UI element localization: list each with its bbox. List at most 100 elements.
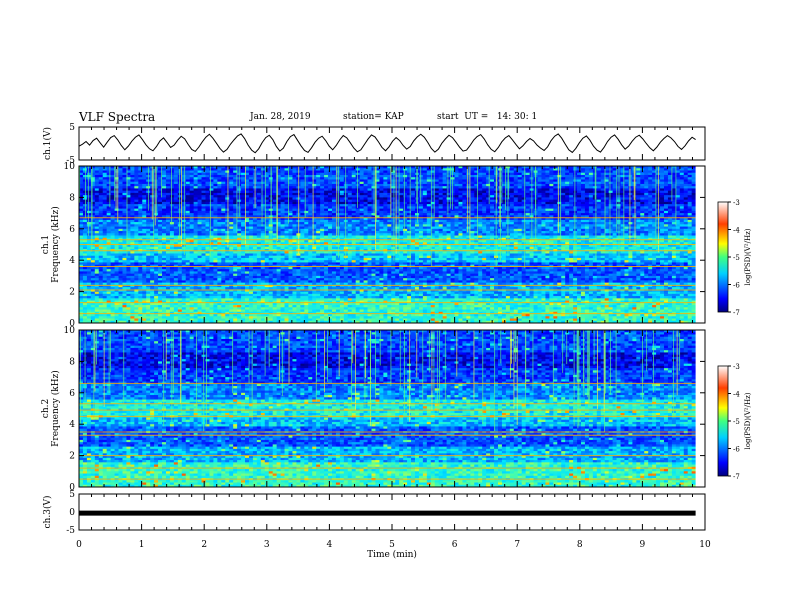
sp1-cell	[692, 224, 696, 227]
sp1-cell	[668, 224, 672, 227]
sp1-cell	[340, 184, 344, 187]
sp1-cell	[99, 231, 103, 234]
sp1-cell	[107, 224, 111, 227]
sp1-cell	[518, 168, 522, 171]
sp1-cell	[320, 168, 324, 171]
sp1-cell	[170, 193, 174, 196]
sp1-cell	[83, 200, 87, 203]
sp1-cell	[648, 224, 652, 227]
sp1-cell	[644, 177, 648, 180]
sp1-cell	[158, 200, 162, 203]
sp1-cell	[411, 168, 415, 171]
sp1-cell	[688, 168, 692, 171]
sp1-cell	[368, 184, 372, 187]
sp1-cell	[569, 200, 573, 203]
sp1-cell	[640, 177, 644, 180]
sp1-cell	[577, 177, 581, 180]
sp1-cell	[352, 193, 356, 196]
sp1-cell	[217, 209, 221, 212]
sp1-cell	[439, 231, 443, 234]
sp1-cell	[609, 209, 613, 212]
sp1-cell	[134, 200, 138, 203]
sp1-cell	[87, 231, 91, 234]
sp1-cell	[281, 177, 285, 180]
sp1-cell	[174, 184, 178, 187]
sp1-cell	[221, 231, 225, 234]
sp1-cell	[364, 209, 368, 212]
sp1-cell	[407, 184, 411, 187]
sp1-cell	[636, 193, 640, 196]
sp1-cell	[628, 224, 632, 227]
sp1-cell	[107, 193, 111, 196]
sp1-cell	[581, 209, 585, 212]
sp1-cell	[194, 200, 198, 203]
sp1-cell	[217, 184, 221, 187]
sp1-cell	[518, 224, 522, 227]
sp1-cell	[676, 224, 680, 227]
sp1-cell	[609, 177, 613, 180]
sp1-cell	[379, 168, 383, 171]
sp1-cell	[522, 168, 526, 171]
sp1-cell	[229, 193, 233, 196]
sp1-cell	[115, 231, 119, 234]
sp1-cell	[217, 193, 221, 196]
sp1-cell	[518, 200, 522, 203]
sp1-cell	[439, 193, 443, 196]
sp1-cell	[692, 177, 696, 180]
sp1-cell	[664, 193, 668, 196]
sp1-cell	[443, 184, 447, 187]
sp1-cell	[427, 231, 431, 234]
sp1-cell	[482, 224, 486, 227]
sp1-cell	[522, 177, 526, 180]
sp1-cell	[490, 209, 494, 212]
sp1-cell	[324, 177, 328, 180]
sp1-cell	[692, 209, 696, 212]
sp1-cell	[348, 177, 352, 180]
sp1-cell	[624, 231, 628, 234]
sp1-cell	[320, 184, 324, 187]
sp1-cell	[609, 200, 613, 203]
sp1-cell	[190, 231, 194, 234]
sp1-cell	[624, 184, 628, 187]
sp1-cell	[221, 209, 225, 212]
sp1-cell	[538, 224, 542, 227]
sp1-cell	[439, 184, 443, 187]
sp1-cell	[518, 231, 522, 234]
sp1-cell	[565, 209, 569, 212]
sp1-cell	[518, 184, 522, 187]
sp1-cell	[300, 209, 304, 212]
sp1-cell	[470, 231, 474, 234]
sp1-cell	[514, 177, 518, 180]
sp1-cell	[553, 177, 557, 180]
sp1-cell	[526, 184, 530, 187]
sp1-cell	[478, 200, 482, 203]
sp1-cell	[660, 200, 664, 203]
sp1-cell	[162, 224, 166, 227]
sp1-cell	[95, 168, 99, 171]
sp1-cell	[122, 200, 126, 203]
sp1-cell	[561, 184, 565, 187]
sp1-cell	[285, 231, 289, 234]
sp1-cell	[597, 224, 601, 227]
sp1-cell	[221, 224, 225, 227]
sp1-cell	[328, 177, 332, 180]
sp1-cell	[356, 209, 360, 212]
sp1-cell	[186, 184, 190, 187]
sp1-cell	[83, 231, 87, 234]
sp1-cell	[545, 193, 549, 196]
sp1-cell	[545, 184, 549, 187]
sp1-cell	[502, 231, 506, 234]
sp1-cell	[391, 209, 395, 212]
sp1-cell	[253, 231, 257, 234]
sp1-cell	[624, 168, 628, 171]
sp1-cell	[664, 184, 668, 187]
sp1-cell	[170, 177, 174, 180]
sp1-cell	[194, 168, 198, 171]
sp1-cell	[190, 200, 194, 203]
sp1-cell	[292, 209, 296, 212]
sp1-cell	[541, 184, 545, 187]
sp1-cell	[328, 184, 332, 187]
sp1-cell	[423, 231, 427, 234]
sp1-cell	[569, 231, 573, 234]
sp1-cell	[383, 200, 387, 203]
